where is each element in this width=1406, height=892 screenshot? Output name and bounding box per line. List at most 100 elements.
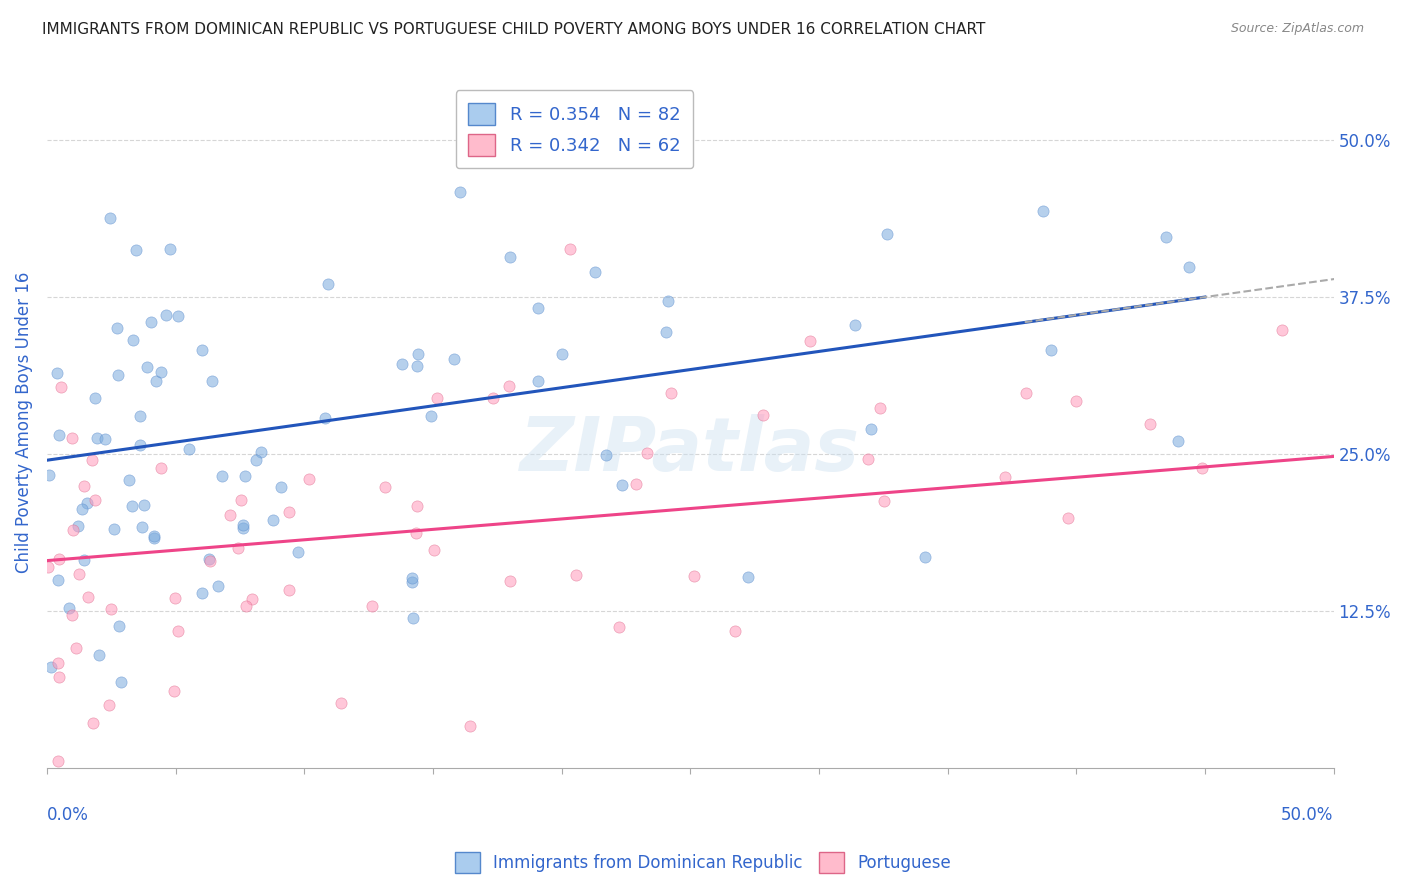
Point xyxy=(419,409,441,424)
Point xyxy=(235,469,257,483)
Point xyxy=(287,544,309,558)
Point xyxy=(914,549,936,564)
Text: ZIPatlas: ZIPatlas xyxy=(520,414,860,487)
Point xyxy=(481,391,503,405)
Point xyxy=(65,640,87,655)
Point xyxy=(150,365,173,379)
Point xyxy=(139,315,162,329)
Point xyxy=(105,321,128,335)
Point xyxy=(62,523,84,537)
Point xyxy=(316,277,339,292)
Point xyxy=(752,408,775,422)
Point xyxy=(374,480,396,494)
Point xyxy=(82,453,104,467)
Point xyxy=(1154,229,1177,244)
Point xyxy=(1139,417,1161,432)
Point xyxy=(873,494,896,508)
Point xyxy=(191,586,214,600)
Point xyxy=(134,499,156,513)
Point xyxy=(46,755,69,769)
Point xyxy=(235,599,257,613)
Point xyxy=(270,480,292,494)
Text: 50.0%: 50.0% xyxy=(1281,805,1333,823)
Point xyxy=(406,347,429,361)
Point xyxy=(250,445,273,459)
Point xyxy=(38,467,60,482)
Text: IMMIGRANTS FROM DOMINICAN REPUBLIC VS PORTUGUESE CHILD POVERTY AMONG BOYS UNDER : IMMIGRANTS FROM DOMINICAN REPUBLIC VS PO… xyxy=(42,22,986,37)
Point xyxy=(118,474,141,488)
Point xyxy=(136,360,159,375)
Point xyxy=(240,592,263,607)
Point xyxy=(314,411,336,425)
Point xyxy=(401,571,423,585)
Point xyxy=(129,438,152,452)
Point xyxy=(391,357,413,371)
Point xyxy=(163,591,186,605)
Point xyxy=(298,472,321,486)
Legend: Immigrants from Dominican Republic, Portuguese: Immigrants from Dominican Republic, Port… xyxy=(449,846,957,880)
Point xyxy=(460,719,482,733)
Point xyxy=(406,359,429,373)
Point xyxy=(46,657,69,671)
Point xyxy=(58,601,80,615)
Point xyxy=(329,696,352,710)
Point xyxy=(72,502,94,516)
Point xyxy=(107,368,129,382)
Point xyxy=(994,470,1017,484)
Point xyxy=(657,293,679,308)
Point xyxy=(406,500,429,514)
Point xyxy=(564,568,586,582)
Point xyxy=(859,422,882,436)
Point xyxy=(100,602,122,616)
Text: 0.0%: 0.0% xyxy=(46,805,89,823)
Point xyxy=(405,525,427,540)
Point xyxy=(499,250,522,264)
Point xyxy=(1178,260,1201,275)
Point xyxy=(48,573,70,587)
Point xyxy=(607,620,630,634)
Point xyxy=(226,541,249,555)
Point xyxy=(201,374,224,388)
Point xyxy=(94,432,117,446)
Point xyxy=(60,431,83,445)
Point xyxy=(1271,322,1294,336)
Point xyxy=(110,674,132,689)
Point xyxy=(73,479,96,493)
Text: Source: ZipAtlas.com: Source: ZipAtlas.com xyxy=(1230,22,1364,36)
Point xyxy=(449,185,471,199)
Point xyxy=(198,552,221,566)
Point xyxy=(401,611,423,625)
Point xyxy=(39,659,62,673)
Point xyxy=(98,698,121,712)
Point xyxy=(232,521,254,535)
Point xyxy=(198,554,221,568)
Point xyxy=(155,308,177,322)
Point xyxy=(498,378,520,392)
Point xyxy=(262,513,284,527)
Point xyxy=(86,432,108,446)
Point xyxy=(869,401,891,416)
Point xyxy=(443,352,465,367)
Point xyxy=(84,391,107,405)
Point xyxy=(48,551,70,566)
Point xyxy=(166,624,188,639)
Point xyxy=(231,493,253,508)
Point xyxy=(163,684,186,698)
Point xyxy=(121,333,143,347)
Point xyxy=(49,379,72,393)
Point xyxy=(143,529,166,543)
Point xyxy=(150,461,173,475)
Point xyxy=(89,648,111,663)
Point xyxy=(48,670,70,684)
Point xyxy=(876,227,898,241)
Y-axis label: Child Poverty Among Boys Under 16: Child Poverty Among Boys Under 16 xyxy=(15,272,32,574)
Point xyxy=(361,599,384,613)
Point xyxy=(659,386,682,401)
Point xyxy=(60,608,83,623)
Point xyxy=(48,427,70,442)
Point xyxy=(177,442,200,456)
Point xyxy=(527,301,550,316)
Point xyxy=(499,574,522,588)
Point xyxy=(67,567,90,582)
Point xyxy=(66,518,89,533)
